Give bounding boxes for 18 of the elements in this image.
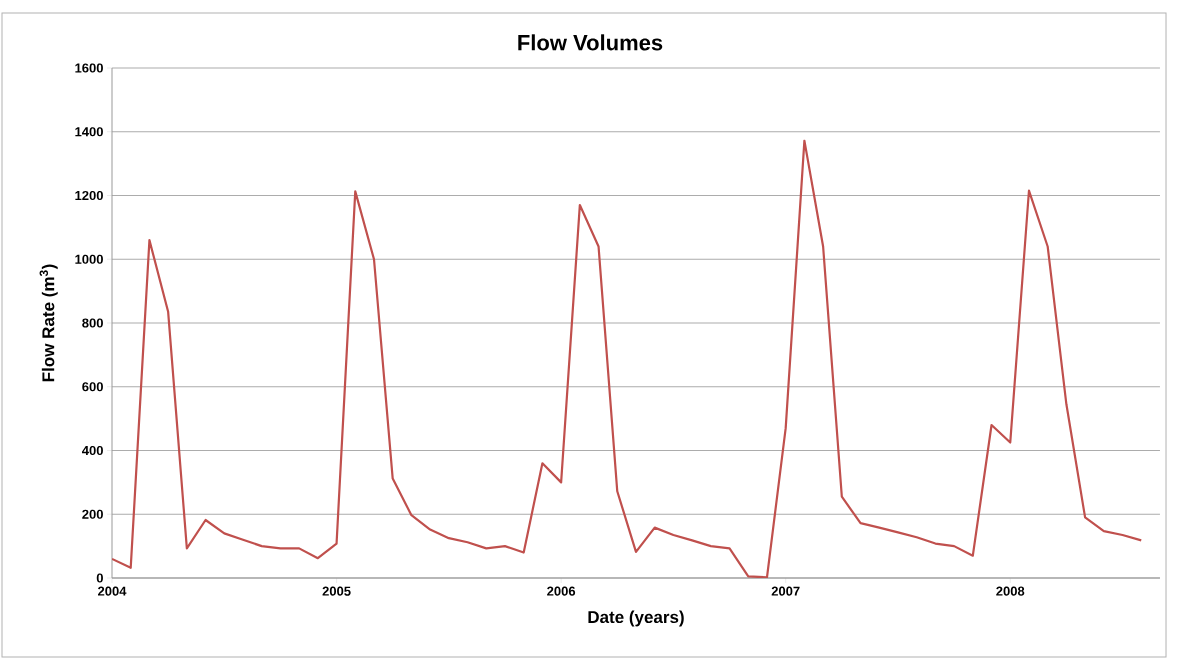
y-tick-label: 800: [82, 318, 103, 328]
x-tick-label: 2005: [322, 586, 351, 596]
y-tick-label: 1000: [75, 254, 103, 264]
x-tick-label: 2004: [98, 586, 127, 596]
x-tick-label: 2006: [547, 586, 576, 596]
y-tick-label: 200: [82, 509, 103, 519]
y-tick-label: 1400: [75, 127, 103, 137]
y-tick-label: 1600: [75, 63, 103, 73]
x-axis-title: Date (years): [588, 610, 684, 627]
y-axis-title: Flow Rate (m$^{3}$): [39, 264, 58, 382]
x-tick-label: 2007: [771, 586, 800, 596]
y-tick-label: 1200: [75, 190, 103, 201]
y-tick-label: 400: [82, 445, 103, 456]
line-series: [112, 139, 1143, 578]
y-tick-label: 0: [96, 573, 103, 583]
x-tick-label: 2008: [996, 586, 1025, 596]
y-tick-label: 600: [82, 382, 103, 392]
chart-title: Flow Volumes: [518, 34, 663, 51]
